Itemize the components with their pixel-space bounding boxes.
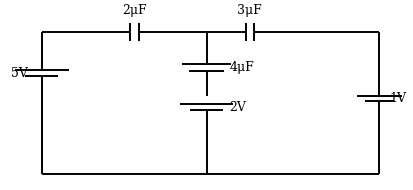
Text: 1V: 1V xyxy=(390,92,407,105)
Text: 4μF: 4μF xyxy=(229,61,254,74)
Text: 5V: 5V xyxy=(11,67,27,80)
Text: 2μF: 2μF xyxy=(122,4,147,17)
Text: 3μF: 3μF xyxy=(237,4,262,17)
Text: 2V: 2V xyxy=(229,101,246,114)
